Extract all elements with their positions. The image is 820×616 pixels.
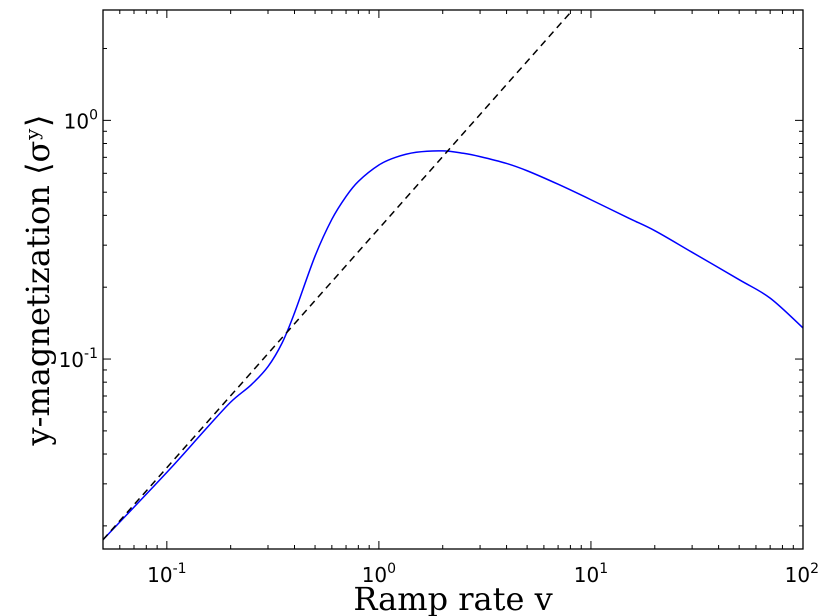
series-line-dashed (103, 10, 574, 541)
plot-lines (103, 10, 803, 541)
y-tick-label: 10-1 (59, 346, 98, 372)
ticks (102, 10, 804, 549)
x-tick-label: 100 (362, 561, 396, 587)
x-tick-label: 10-1 (147, 561, 186, 587)
plot-frame (102, 9, 804, 550)
x-axis-title: Ramp rate v (353, 580, 552, 616)
y-axis-title: y-magnetization ⟨σʸ⟩ (19, 115, 57, 447)
x-tick-label: 102 (785, 561, 819, 587)
y-tick-label: 100 (64, 107, 98, 133)
series-line-solid (103, 150, 803, 541)
tick-labels: 10-1 100 101 102 10-1 100 (59, 107, 819, 587)
x-tick-label: 101 (574, 561, 608, 587)
